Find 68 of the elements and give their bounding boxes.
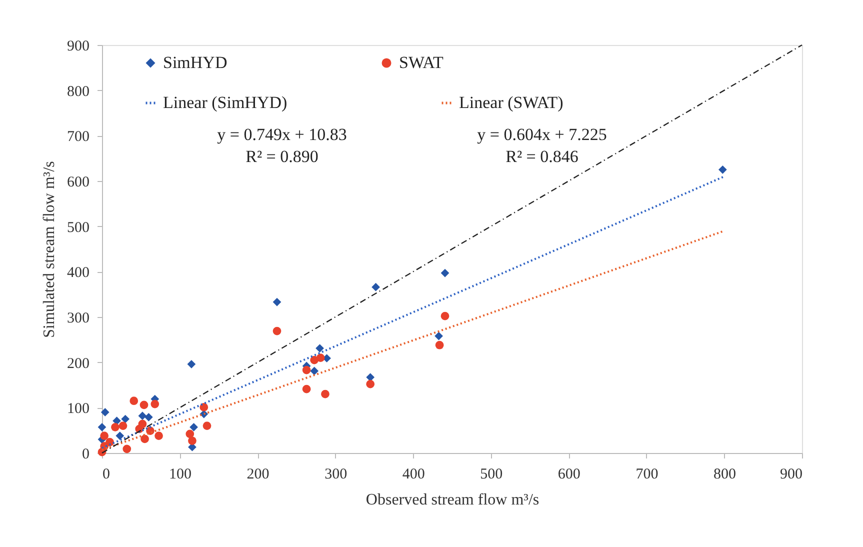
point xyxy=(310,366,319,376)
point xyxy=(366,373,375,382)
x-tick-label: 100 xyxy=(169,466,192,482)
y-tick-label: 200 xyxy=(67,356,90,372)
point xyxy=(272,326,282,336)
annotation: y = 0.749x + 10.83 xyxy=(217,125,347,144)
y-tick-label: 900 xyxy=(67,38,90,54)
x-tick-label: 0 xyxy=(102,466,110,482)
y-tick-label: 800 xyxy=(67,84,90,100)
point xyxy=(130,396,138,406)
y-tick-label: 0 xyxy=(82,446,90,462)
x-tick-label: 600 xyxy=(558,466,580,482)
x-tick-label: 500 xyxy=(480,466,503,482)
y-axis-title: Simulated stream flow m³/s xyxy=(41,161,58,338)
point xyxy=(150,400,160,408)
x-tick-label: 200 xyxy=(246,466,270,482)
point xyxy=(316,354,325,362)
x-axis-title: Observed stream flow m³/s xyxy=(366,492,540,508)
point xyxy=(138,412,147,420)
point xyxy=(718,165,727,174)
x-tick-label: 900 xyxy=(780,466,802,482)
point xyxy=(112,416,121,425)
point xyxy=(122,444,132,454)
y-tick-label: 300 xyxy=(67,310,90,326)
point xyxy=(188,436,196,445)
point xyxy=(140,434,149,444)
point xyxy=(302,384,311,394)
x-tick-label: 400 xyxy=(402,466,425,482)
point xyxy=(100,408,110,416)
point xyxy=(372,282,380,292)
point xyxy=(118,422,128,430)
point xyxy=(366,380,375,388)
point xyxy=(187,360,196,368)
y-tick-label: 600 xyxy=(67,174,90,190)
point xyxy=(440,312,450,320)
point xyxy=(116,432,124,440)
point xyxy=(434,332,443,340)
point xyxy=(100,432,109,440)
point xyxy=(316,344,324,352)
point xyxy=(111,422,120,432)
point xyxy=(140,400,148,410)
point xyxy=(435,340,444,350)
point xyxy=(144,413,153,422)
annotation: y = 0.604x + 7.225 xyxy=(477,125,607,144)
point xyxy=(302,366,311,374)
point xyxy=(440,268,450,278)
y-tick-label: 700 xyxy=(67,129,90,146)
x-tick-label: 300 xyxy=(324,466,348,482)
point xyxy=(186,430,194,438)
legend-label: Linear (SWAT) xyxy=(459,93,564,112)
point xyxy=(98,422,106,432)
x-tick-label: 800 xyxy=(713,466,736,482)
point xyxy=(321,390,330,398)
legend-label: SimHYD xyxy=(163,53,228,72)
point xyxy=(154,432,163,440)
y-tick-label: 400 xyxy=(67,265,90,282)
x-tick-label: 700 xyxy=(636,466,658,482)
point xyxy=(202,422,212,430)
point xyxy=(121,414,130,424)
point xyxy=(272,298,282,306)
point xyxy=(190,422,198,432)
annotation: R² = 0.846 xyxy=(506,147,578,166)
y-tick-label: 500 xyxy=(67,220,90,236)
legend-label: Linear (SimHYD) xyxy=(163,93,288,112)
point xyxy=(200,403,208,412)
y-tick-label: 100 xyxy=(67,401,90,418)
annotation: R² = 0.890 xyxy=(246,147,318,166)
legend-label: SWAT xyxy=(399,53,444,72)
